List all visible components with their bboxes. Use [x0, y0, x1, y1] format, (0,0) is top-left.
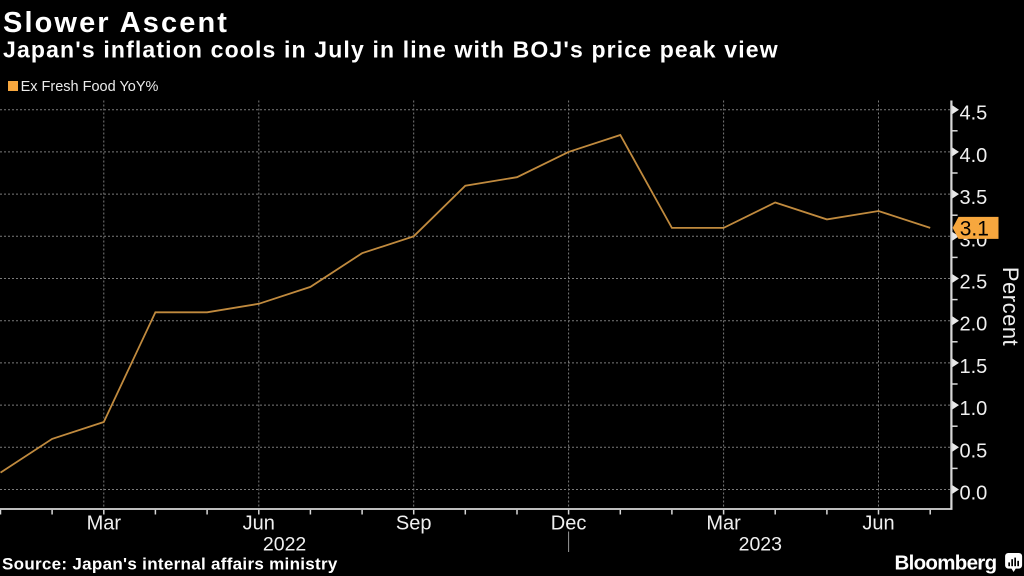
svg-text:Mar: Mar — [87, 513, 122, 535]
svg-text:3.5: 3.5 — [960, 187, 988, 209]
svg-text:Japan's inflation cools in Jul: Japan's inflation cools in July in line … — [3, 37, 779, 63]
svg-text:2.0: 2.0 — [960, 314, 988, 336]
svg-text:2.5: 2.5 — [960, 272, 988, 294]
svg-text:Sep: Sep — [396, 513, 432, 535]
svg-text:Source: Japan's internal affai: Source: Japan's internal affairs ministr… — [2, 555, 338, 574]
svg-text:Mar: Mar — [706, 513, 741, 535]
svg-text:0.5: 0.5 — [960, 440, 988, 462]
svg-text:Jun: Jun — [862, 513, 894, 535]
svg-text:Dec: Dec — [551, 513, 587, 535]
svg-text:Jun: Jun — [243, 513, 275, 535]
svg-text:4.0: 4.0 — [960, 145, 988, 167]
svg-text:1.0: 1.0 — [960, 398, 988, 420]
svg-text:Percent: Percent — [998, 267, 1023, 346]
svg-text:3.1: 3.1 — [960, 218, 989, 241]
svg-text:2023: 2023 — [739, 534, 782, 556]
svg-text:Ex Fresh Food YoY%: Ex Fresh Food YoY% — [21, 79, 159, 95]
svg-text:1.5: 1.5 — [960, 356, 988, 378]
svg-text:2022: 2022 — [263, 534, 306, 556]
svg-text:0.0: 0.0 — [960, 483, 988, 505]
svg-text:Slower Ascent: Slower Ascent — [3, 7, 229, 39]
svg-text:4.5: 4.5 — [960, 103, 988, 125]
svg-text:Bloomberg: Bloomberg — [895, 552, 997, 575]
